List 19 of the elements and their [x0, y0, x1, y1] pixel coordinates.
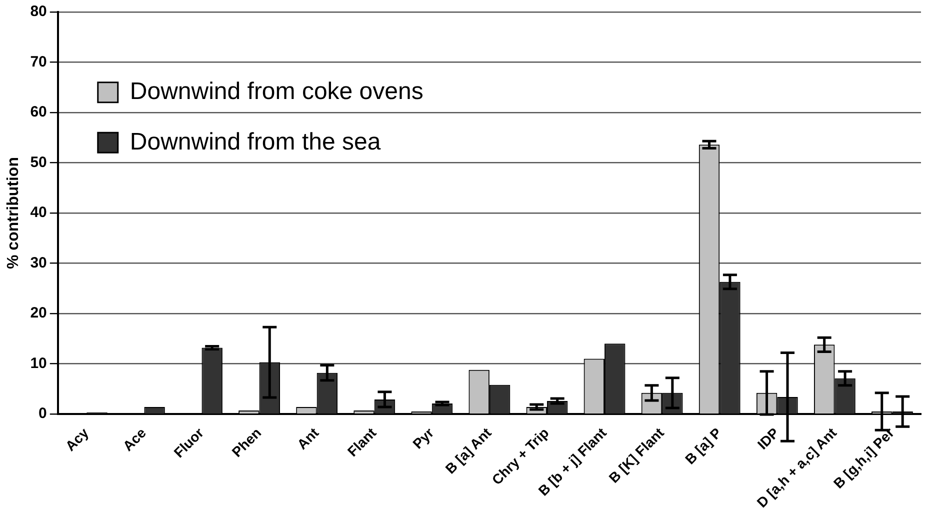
- y-tick-label: 30: [30, 254, 47, 272]
- x-tick-label: B [a] Ant: [442, 424, 495, 477]
- y-tick-label: 20: [30, 304, 47, 322]
- y-tick-label: 50: [30, 154, 47, 171]
- y-tick-label: 60: [30, 104, 47, 121]
- y-tick-label: 0: [38, 405, 47, 422]
- x-tick-label: Acy: [62, 424, 92, 454]
- y-axis-title: % contribution: [5, 157, 22, 270]
- x-tick-label: IDP: [754, 424, 782, 452]
- x-tick-label: Ant: [294, 424, 322, 452]
- y-tick-label: 10: [30, 354, 47, 372]
- y-tick-label: 40: [30, 204, 47, 222]
- x-tick-label: Pyr: [409, 424, 438, 452]
- y-tick-label: 80: [30, 3, 47, 20]
- legend-label: Downwind from coke ovens: [130, 78, 424, 106]
- x-tick-label: B [a] P: [682, 424, 724, 468]
- y-tick-label: 70: [30, 53, 47, 70]
- x-tick-label: Ace: [120, 424, 150, 454]
- legend-label: Downwind from the sea: [130, 128, 382, 156]
